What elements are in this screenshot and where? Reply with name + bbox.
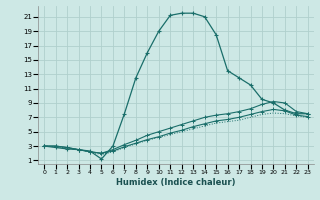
X-axis label: Humidex (Indice chaleur): Humidex (Indice chaleur): [116, 178, 236, 187]
